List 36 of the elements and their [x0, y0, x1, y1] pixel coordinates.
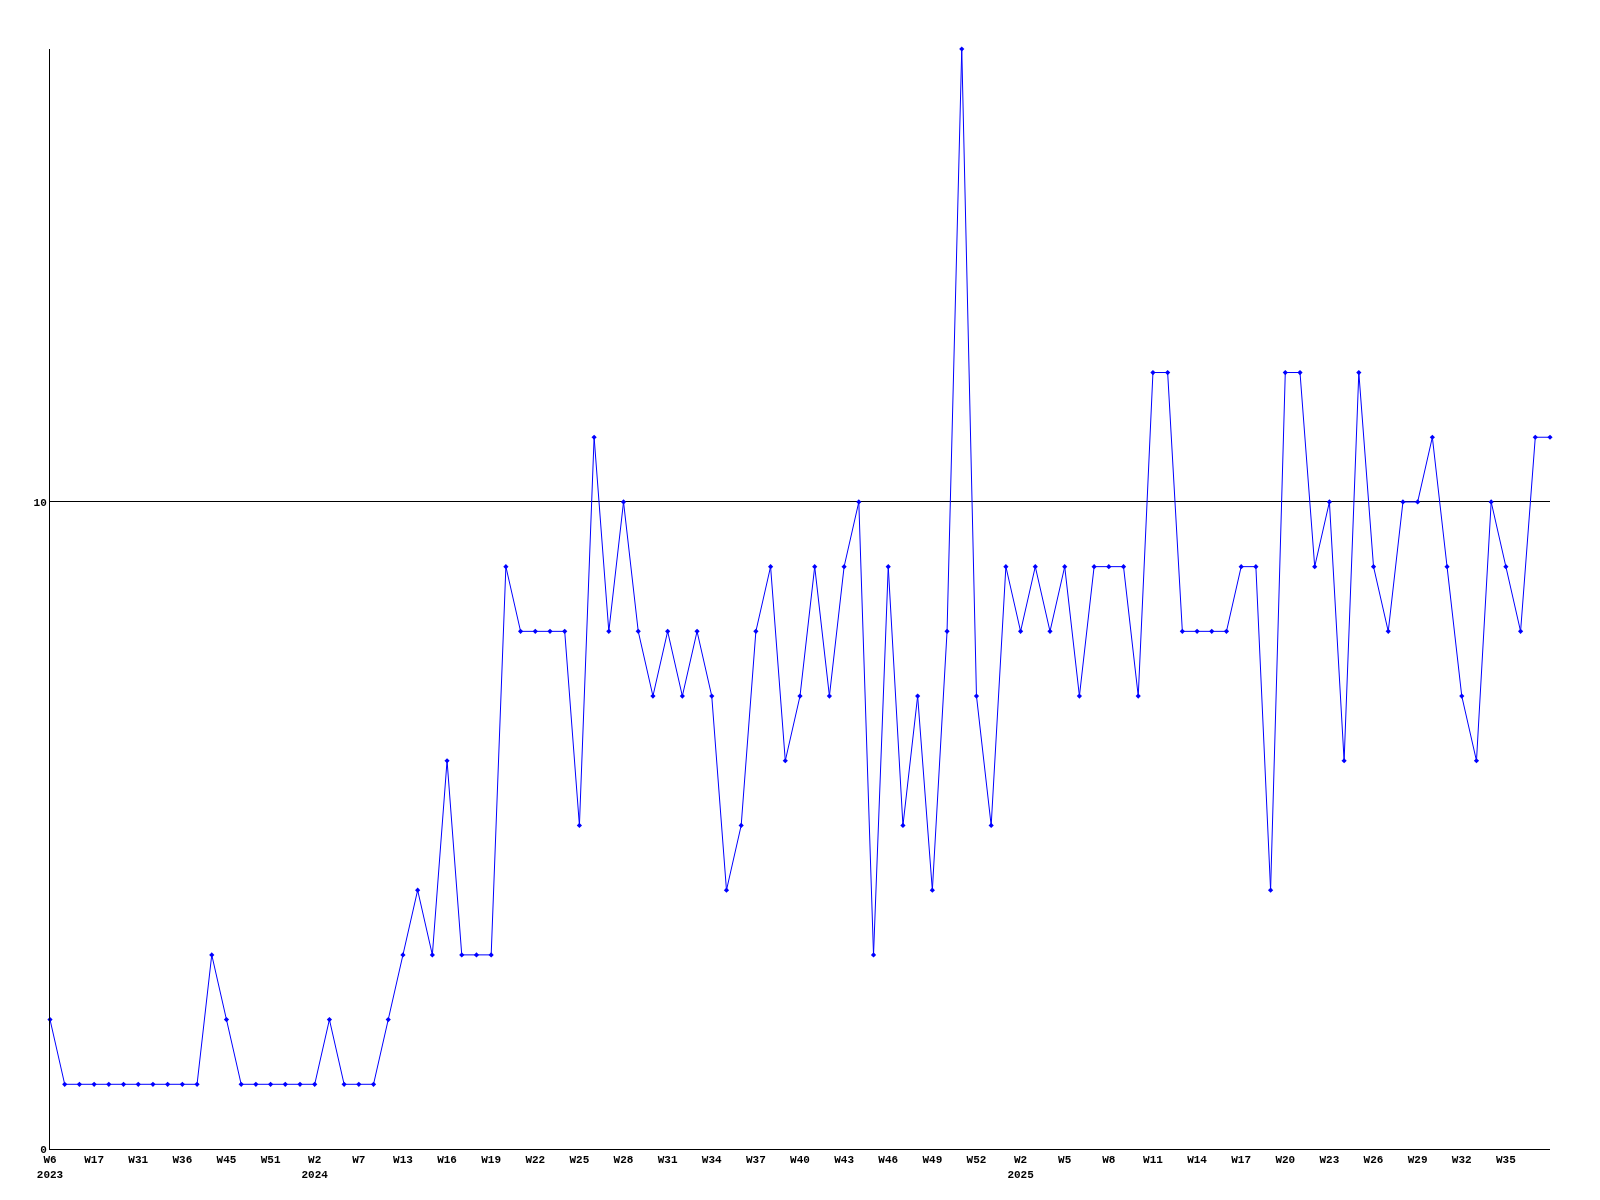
x-tick-label: W7	[352, 1154, 366, 1167]
x-tick-label: W52	[966, 1154, 987, 1167]
x-tick-label: W17	[84, 1154, 105, 1167]
x-tick-label: W35	[1495, 1154, 1517, 1167]
x-tick-label: W8	[1102, 1154, 1116, 1167]
x-tick-label: W26	[1363, 1154, 1384, 1167]
y-tick-label: 10	[33, 496, 47, 509]
x-tick-label: W14	[1187, 1154, 1208, 1167]
x-tick-label: W16	[437, 1154, 457, 1167]
x-tick-label: W45	[216, 1154, 237, 1167]
x-tick-label: W29	[1407, 1154, 1428, 1167]
x-tick-label: W28	[613, 1154, 634, 1167]
x-tick-label: W11	[1143, 1154, 1164, 1167]
x-tick-label: W46	[878, 1154, 899, 1167]
x-tick-label: W2 2025	[1007, 1154, 1035, 1181]
x-tick-label: W5	[1058, 1154, 1072, 1167]
x-tick-label: W32	[1451, 1154, 1472, 1167]
x-tick-label: W34	[701, 1154, 723, 1167]
x-tick-label: W49	[922, 1154, 943, 1167]
x-tick-label: W51	[260, 1154, 281, 1167]
x-tick-label: W19	[481, 1154, 502, 1167]
x-tick-label: W20	[1275, 1154, 1296, 1167]
x-tick-label: W22	[525, 1154, 546, 1167]
x-tick-label: W23	[1319, 1154, 1340, 1167]
x-tick-label: W13	[393, 1154, 414, 1167]
x-tick-label: W6 2023	[36, 1154, 64, 1181]
y-tick-label: 0	[40, 1143, 47, 1156]
x-tick-label: W17	[1231, 1154, 1252, 1167]
x-tick-label: W43	[834, 1154, 855, 1167]
x-tick-label: W31	[128, 1154, 149, 1167]
x-tick-label: W25	[569, 1154, 590, 1167]
x-tick-label: W2 2024	[301, 1154, 329, 1181]
x-tick-label: W36	[172, 1154, 193, 1167]
x-tick-label: W37	[745, 1154, 766, 1167]
x-tick-label: W31	[657, 1154, 678, 1167]
x-tick-label: W40	[790, 1154, 810, 1167]
